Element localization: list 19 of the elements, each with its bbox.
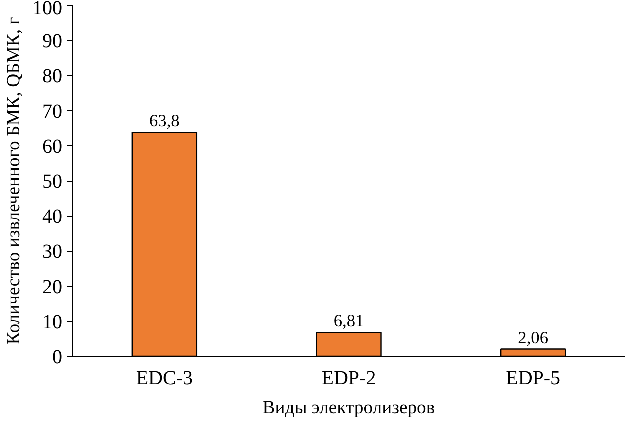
y-tick-label: 10 xyxy=(42,311,62,334)
data-label: 6,81 xyxy=(334,312,364,331)
y-tick-label: 20 xyxy=(42,276,62,298)
y-tick-label: 70 xyxy=(42,100,62,123)
y-tick-label: 60 xyxy=(42,136,62,158)
y-tick-label: 0 xyxy=(52,346,62,368)
x-tick-label: EDP-2 xyxy=(322,368,376,390)
y-axis-title: Количество извлеченного БМК, QБМК, г xyxy=(4,16,24,345)
y-tick-label: 40 xyxy=(42,206,62,228)
x-tick-label: EDC-3 xyxy=(136,368,194,390)
y-tick-label: 100 xyxy=(32,0,62,20)
x-tick-label: EDP-5 xyxy=(506,368,561,390)
data-label: 2,06 xyxy=(518,328,549,348)
y-tick-label: 80 xyxy=(42,66,62,88)
y-tick-label: 30 xyxy=(42,241,62,264)
data-label: 63,8 xyxy=(150,112,180,131)
y-tick-label: 50 xyxy=(42,171,62,193)
x-axis-title: Виды электролизеров xyxy=(262,398,436,418)
y-tick-label: 90 xyxy=(42,30,62,53)
